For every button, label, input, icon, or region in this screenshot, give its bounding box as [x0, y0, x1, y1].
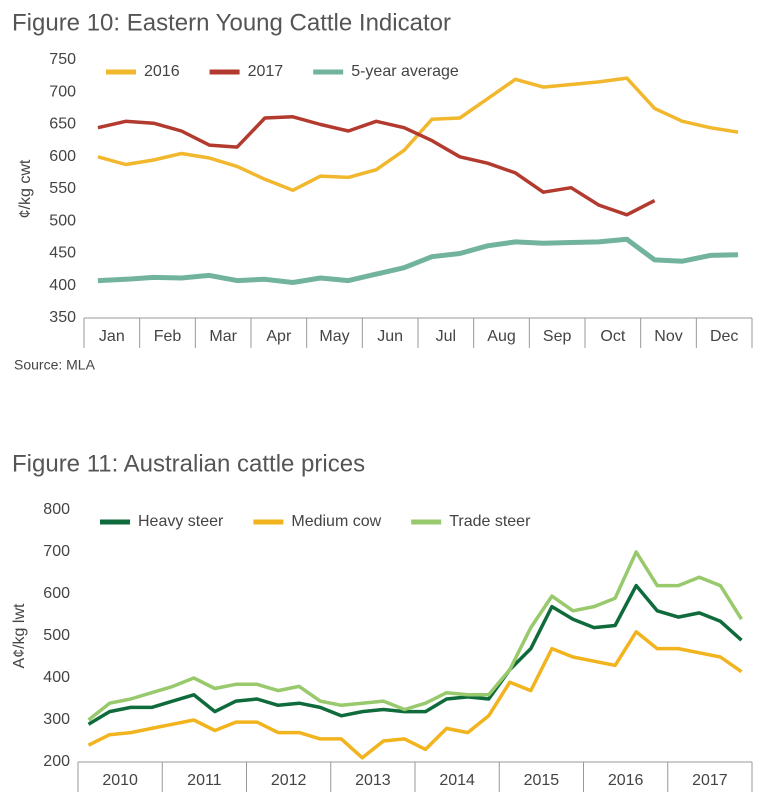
legend-label: Trade steer [449, 513, 531, 530]
x-tick-label: Jul [436, 328, 456, 345]
series-line [97, 236, 739, 285]
y-tick-label: 750 [49, 51, 76, 68]
x-tick-label: Feb [154, 328, 182, 345]
y-tick-label: 700 [49, 83, 76, 100]
x-tick-label: 2017 [692, 772, 728, 789]
y-tick-label: 400 [49, 277, 76, 294]
x-tick-label: Sep [543, 328, 572, 345]
x-tick-label: 2011 [187, 772, 222, 789]
x-tick-label: Aug [487, 328, 515, 345]
series-line [87, 550, 743, 722]
x-tick-label: Dec [710, 328, 738, 345]
x-tick-label: Jun [377, 328, 403, 345]
x-tick-label: 2013 [355, 772, 391, 789]
x-tick-label: 2015 [524, 772, 560, 789]
series-line [87, 583, 743, 726]
x-tick-label: Apr [266, 328, 292, 345]
x-tick-label: Mar [209, 328, 237, 345]
y-tick-label: 350 [49, 309, 76, 326]
legend-label: Heavy steer [138, 513, 224, 530]
y-tick-label: 550 [49, 180, 76, 197]
x-tick-label: Oct [600, 328, 625, 345]
y-axis-label: A¢/kg lwt [11, 603, 28, 668]
series-line [97, 115, 656, 217]
x-tick-label: Jan [99, 328, 125, 345]
y-tick-label: 500 [43, 627, 70, 644]
x-tick-label: 2016 [608, 772, 644, 789]
legend-label: 2017 [248, 63, 284, 80]
y-tick-label: 650 [49, 116, 76, 133]
y-tick-label: 700 [43, 543, 70, 560]
x-tick-label: Nov [654, 328, 682, 345]
legend-label: 5-year average [351, 63, 459, 80]
x-tick-label: 2010 [102, 772, 138, 789]
legend-label: 2016 [144, 63, 180, 80]
y-tick-label: 800 [43, 501, 70, 518]
x-tick-label: 2012 [271, 772, 307, 789]
y-tick-label: 200 [43, 753, 70, 770]
series-line [87, 630, 743, 760]
y-tick-label: 600 [43, 585, 70, 602]
source: Source: MLA [14, 357, 96, 373]
y-tick-label: 400 [43, 669, 70, 686]
chart-title: Figure 11: Australian cattle prices [12, 450, 365, 477]
x-tick-label: May [319, 328, 349, 345]
x-tick-label: 2014 [439, 772, 475, 789]
legend-label: Medium cow [291, 513, 381, 530]
y-tick-label: 600 [49, 148, 76, 165]
y-tick-label: 500 [49, 212, 76, 229]
y-tick-label: 300 [43, 711, 70, 728]
chart-title: Figure 10: Eastern Young Cattle Indicato… [12, 9, 451, 36]
y-tick-label: 450 [49, 245, 76, 262]
y-axis-label: ¢/kg cwt [17, 159, 34, 218]
